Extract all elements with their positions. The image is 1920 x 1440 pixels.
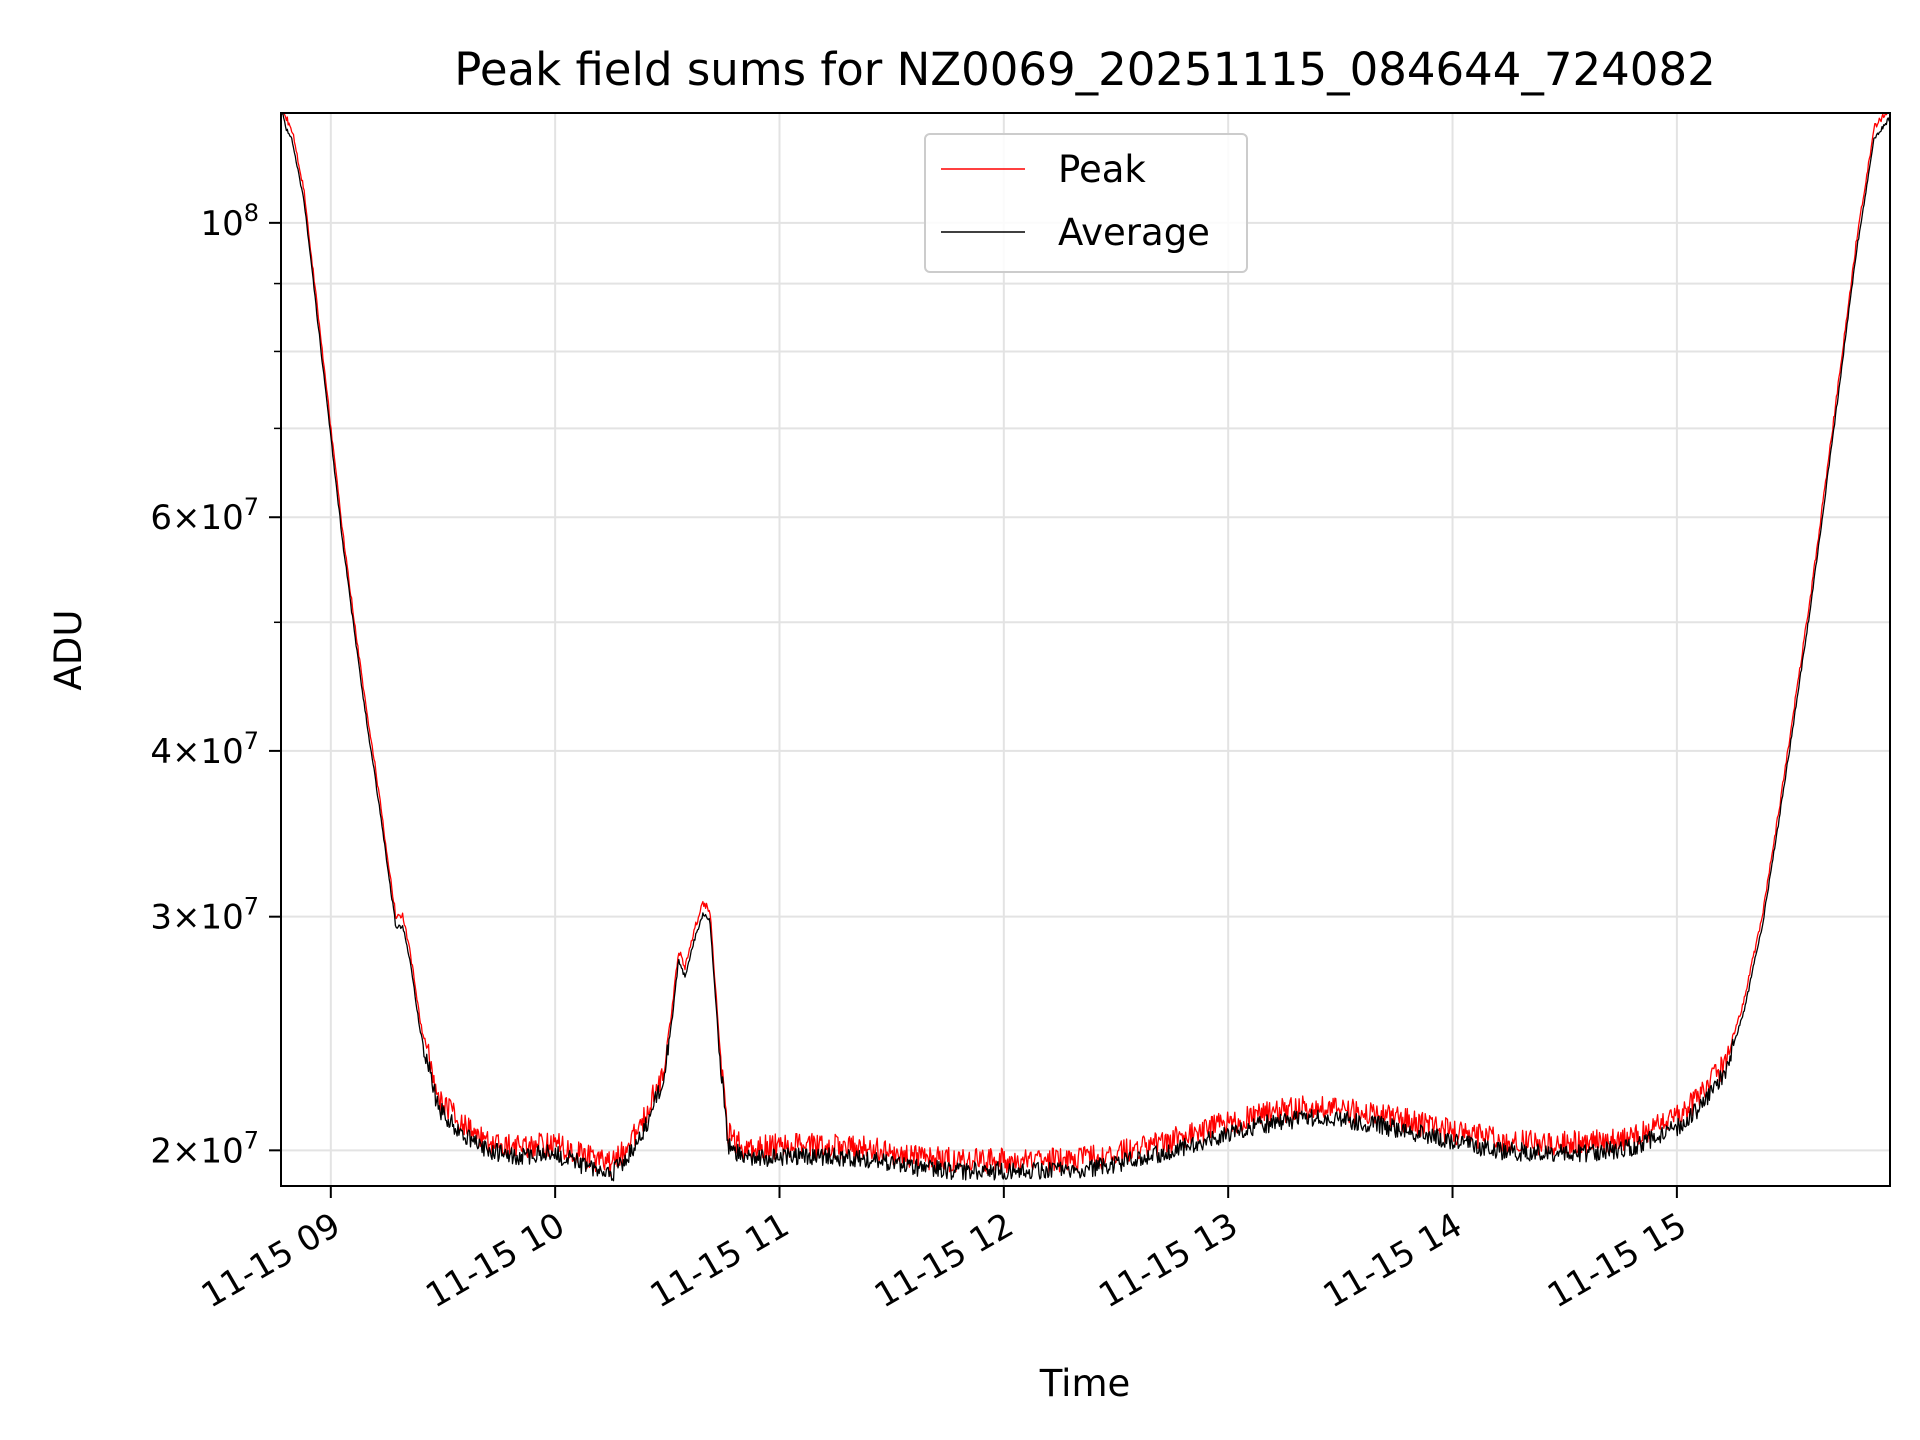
legend: Peak Average (924, 133, 1248, 273)
plot-frame (280, 112, 1891, 1187)
series-line-average (280, 112, 1891, 1182)
x-axis-label: Time (1039, 1362, 1131, 1405)
y-tick-label-4: 108 (200, 199, 259, 244)
chart-title: Peak field sums for NZ0069_20251115_0846… (454, 43, 1715, 96)
legend-label-average: Average (1058, 211, 1210, 254)
y-tick-label-1: 3×107 (150, 893, 259, 938)
grid (281, 113, 1890, 1186)
y-axis-label: ADU (47, 610, 90, 691)
y-tick-label-0: 2×107 (150, 1126, 259, 1171)
y-tick-label-3: 6×107 (150, 493, 259, 538)
series-layer (280, 112, 1891, 1182)
y-tick-label-2: 4×107 (150, 727, 259, 772)
y-axis: 2×107 3×107 4×107 6×107 108 (150, 199, 281, 1171)
legend-label-peak: Peak (1058, 148, 1146, 191)
